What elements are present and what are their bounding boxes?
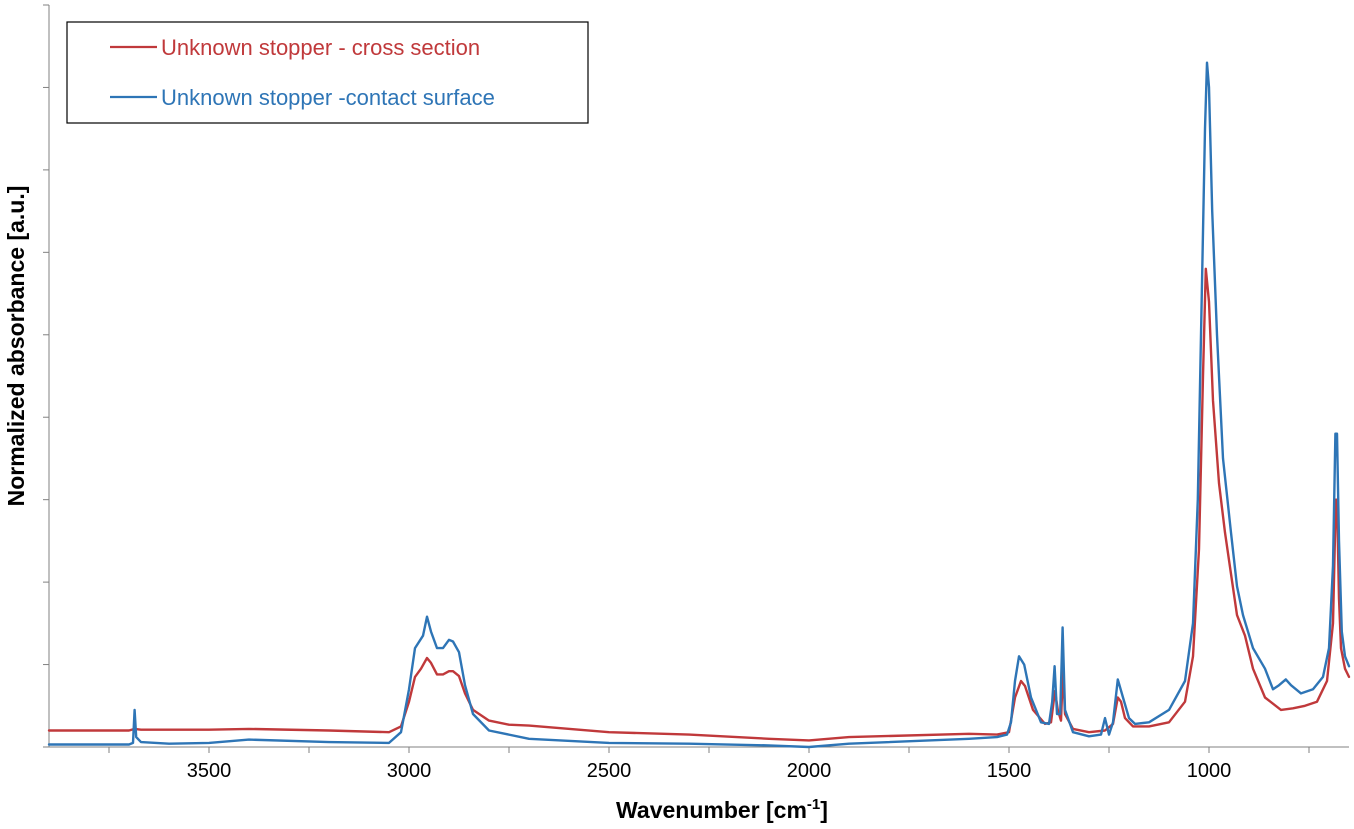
legend-label-cross-section: Unknown stopper - cross section bbox=[161, 35, 480, 60]
series-line-contact-surface bbox=[47, 61, 1351, 749]
x-tick-label: 3000 bbox=[387, 760, 432, 782]
legend-box bbox=[66, 21, 589, 124]
y-axis-title: Normalized absorbance [a.u.] bbox=[3, 186, 29, 507]
x-tick-label: 3500 bbox=[187, 760, 232, 782]
plot-area bbox=[47, 61, 1351, 749]
x-axis: 3500 3000 2500 2000 1500 1000 bbox=[49, 746, 1349, 782]
x-axis-title-main: Wavenumber [cm bbox=[616, 797, 807, 823]
legend-label-contact-surface: Unknown stopper -contact surface bbox=[161, 85, 495, 110]
x-tick-label: 1500 bbox=[987, 760, 1032, 782]
x-axis-title-superscript: -1 bbox=[807, 796, 820, 813]
legend: Unknown stopper - cross section Unknown … bbox=[66, 21, 589, 124]
y-axis bbox=[43, 4, 50, 748]
x-tick-label: 2500 bbox=[587, 760, 632, 782]
x-tick-label: 2000 bbox=[787, 760, 832, 782]
series-line-cross-section bbox=[47, 267, 1351, 742]
x-tick-label: 1000 bbox=[1187, 760, 1232, 782]
x-axis-title-end: ] bbox=[820, 797, 828, 823]
x-axis-title: Wavenumber [cm-1] bbox=[616, 796, 828, 823]
